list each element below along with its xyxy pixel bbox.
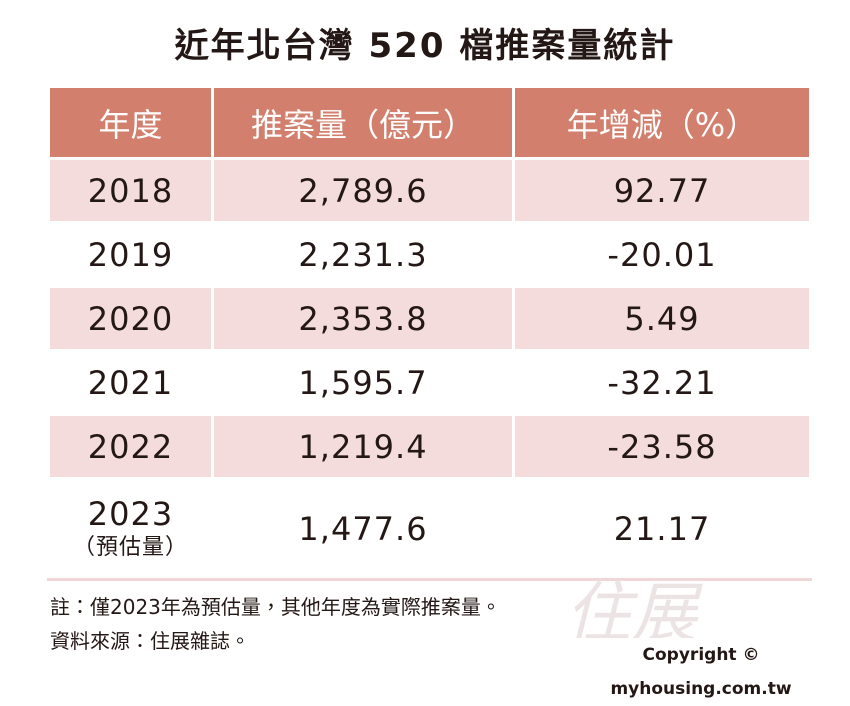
volume-cell: 1,219.4	[211, 413, 515, 480]
page: 近年北台灣 520 檔推案量統計 年度 推案量（億元） 年增減（%） 2018 2…	[47, 26, 850, 699]
change-cell: 5.49	[512, 285, 812, 352]
volume-cell: 2,231.3	[211, 221, 515, 288]
table-row: 2020 2,353.8 5.49	[47, 285, 812, 352]
year: 2023	[87, 495, 174, 533]
data-table: 年度 推案量（億元） 年增減（%） 2018 2,789.6 92.77 2019 2,…	[47, 85, 812, 581]
header-cell: 年增減（%）	[512, 85, 812, 160]
year-note: （預估量）	[72, 535, 188, 560]
header-cell: 年度	[47, 85, 214, 160]
change-cell: -20.01	[512, 221, 812, 288]
year: 2020	[87, 299, 174, 338]
header-row: 年度 推案量（億元） 年增減（%）	[47, 85, 812, 160]
table-row: 2019 2,231.3 -20.01	[47, 221, 812, 288]
change-cell: -23.58	[512, 413, 812, 480]
table-row: 2021 1,595.7 -32.21	[47, 349, 812, 416]
year: 2021	[87, 363, 174, 402]
year: 2018	[87, 171, 174, 210]
footnote: 註：僅2023年為預估量，其他年度為實際推案量。	[50, 595, 501, 619]
copyright: Copyright © myhousing.com.tw	[552, 638, 850, 699]
volume-cell: 1,477.6	[211, 477, 515, 581]
title: 近年北台灣 520 檔推案量統計	[174, 26, 676, 66]
source-note: 資料來源：住展雜誌。	[50, 629, 250, 653]
volume-cell: 2,353.8	[211, 285, 515, 352]
volume-cell: 1,595.7	[211, 349, 515, 416]
year-cell: 2018	[47, 157, 214, 224]
year-cell: 2022	[47, 413, 214, 480]
year-cell: 2019	[47, 221, 214, 288]
change-cell: 21.17	[512, 477, 812, 581]
table-body: 2018 2,789.6 92.77 2019 2,231.3 -20.01 2020 2,3…	[47, 157, 812, 581]
year-cell: 2021	[47, 349, 214, 416]
table-row: 2018 2,789.6 92.77	[47, 157, 812, 224]
year: 2022	[87, 427, 174, 466]
year-cell: 2020	[47, 285, 214, 352]
header-cell: 推案量（億元）	[211, 85, 515, 160]
volume-cell: 2,789.6	[211, 157, 515, 224]
year: 2019	[87, 235, 174, 274]
table-row: 2022 1,219.4 -23.58	[47, 413, 812, 480]
change-cell: -32.21	[512, 349, 812, 416]
table-row: 2023 （預估量） 1,477.6 21.17	[47, 477, 812, 581]
year-cell: 2023 （預估量）	[47, 477, 214, 581]
change-cell: 92.77	[512, 157, 812, 224]
